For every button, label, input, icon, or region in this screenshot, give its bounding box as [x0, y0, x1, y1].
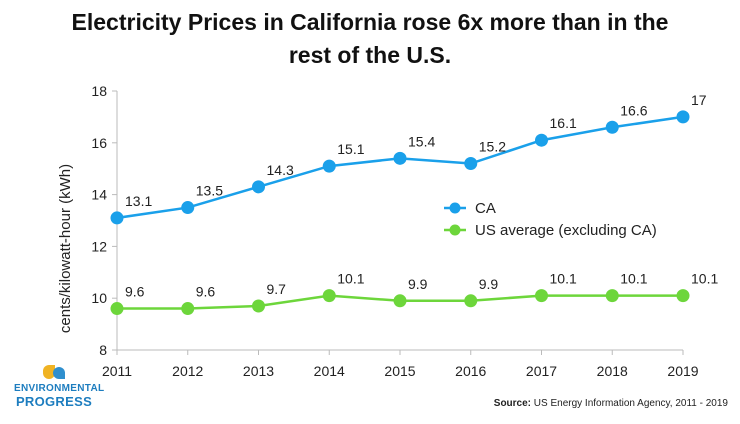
data-label: 9.6 — [196, 284, 216, 300]
y-tick-label: 10 — [91, 290, 107, 306]
y-tick-label: 8 — [99, 342, 107, 358]
logo-line-2: PROGRESS — [15, 394, 93, 409]
data-point — [676, 110, 690, 124]
data-point — [181, 201, 195, 215]
environmental-progress-logo: ENVIRONMENTAL PROGRESS — [14, 365, 105, 409]
data-label: 16.1 — [550, 115, 577, 131]
x-tick-label: 2012 — [172, 363, 203, 379]
y-tick-label: 14 — [91, 187, 107, 203]
data-label: 13.5 — [196, 183, 223, 199]
y-tick-label: 12 — [91, 238, 107, 254]
y-tick-label: 16 — [91, 135, 107, 151]
data-label: 9.9 — [408, 276, 428, 292]
data-point — [535, 289, 548, 303]
data-point — [322, 289, 336, 303]
source-text: US Energy Information Agency, 2011 - 201… — [533, 398, 728, 409]
logo-line-1: ENVIRONMENTAL — [14, 383, 105, 394]
data-point — [464, 294, 478, 308]
data-label: 15.4 — [408, 133, 435, 149]
data-label: 9.9 — [479, 276, 499, 292]
data-label: 9.6 — [125, 284, 145, 300]
data-point — [676, 289, 690, 303]
series-line-ca — [116, 115, 684, 220]
data-point — [605, 120, 619, 134]
data-point — [535, 133, 548, 147]
data-point — [181, 302, 195, 316]
legend-label: CA — [475, 200, 496, 217]
data-label: 10.1 — [337, 271, 364, 287]
legend-marker — [449, 224, 461, 236]
legend-marker — [449, 202, 461, 214]
data-point — [252, 299, 265, 313]
y-tick-label: 18 — [91, 83, 107, 99]
x-tick-label: 2017 — [526, 363, 557, 379]
x-tick-label: 2019 — [667, 363, 698, 379]
data-label: 13.1 — [125, 193, 152, 209]
data-point — [322, 159, 336, 173]
data-label: 14.3 — [267, 162, 294, 178]
x-tick-label: 2016 — [455, 363, 486, 379]
data-label: 9.7 — [267, 281, 287, 297]
data-label: 16.6 — [620, 102, 647, 118]
source-note: Source: US Energy Information Agency, 20… — [494, 398, 728, 409]
legend-label: US average (excluding CA) — [475, 222, 657, 239]
logo-mark-icon — [43, 365, 65, 381]
data-point — [110, 211, 124, 225]
data-point — [464, 157, 478, 171]
data-point — [605, 289, 619, 303]
data-label: 10.1 — [620, 271, 647, 287]
data-label: 10.1 — [550, 271, 577, 287]
x-tick-label: 2015 — [384, 363, 415, 379]
page-title: Electricity Prices in California rose 6x… — [0, 6, 740, 72]
y-axis-label: cents/kilowatt-hour (kWh) — [57, 164, 74, 333]
x-tick-label: 2013 — [243, 363, 274, 379]
data-point — [393, 294, 407, 308]
page-title-line-2: rest of the U.S. — [288, 42, 452, 68]
source-label: Source: — [493, 398, 532, 409]
data-label: 10.1 — [691, 271, 718, 287]
x-tick-label: 2018 — [597, 363, 628, 379]
data-point — [110, 302, 124, 316]
data-label: 15.1 — [337, 141, 364, 157]
data-point — [252, 180, 265, 194]
x-tick-label: 2014 — [314, 363, 345, 379]
data-point — [393, 151, 407, 165]
data-label: 15.2 — [479, 139, 506, 155]
x-tick-label: 2011 — [102, 363, 132, 379]
page-title-line-1: Electricity Prices in California rose 6x… — [71, 9, 669, 35]
data-label: 17 — [691, 92, 707, 108]
